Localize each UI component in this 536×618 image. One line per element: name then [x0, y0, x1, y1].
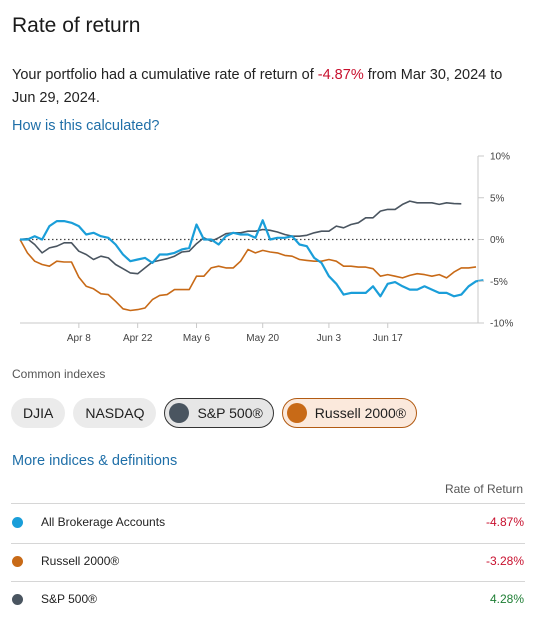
- accounts-series-line: [20, 219, 484, 298]
- russell-legend-dot: [12, 555, 23, 567]
- y-tick-label: 5%: [490, 193, 505, 204]
- x-tick-label: May 6: [183, 333, 211, 344]
- x-tick-label: Apr 22: [123, 333, 153, 344]
- page-title: Rate of return: [12, 14, 141, 37]
- how-calculated-link[interactable]: How is this calculated?: [12, 118, 160, 134]
- russell-color-dot: [286, 403, 307, 423]
- x-tick-label: Apr 8: [67, 333, 91, 344]
- summary-prefix: Your portfolio had a cumulative rate of …: [12, 67, 318, 83]
- chip-label: Russell 2000®: [314, 405, 407, 421]
- cumulative-return-value: -4.87%: [317, 67, 364, 83]
- divider: [11, 503, 525, 504]
- row-label: S&P 500®: [41, 592, 97, 606]
- sp500-series-line: [19, 200, 462, 275]
- table-row: Russell 2000® -3.28%: [12, 551, 524, 571]
- chip-sp500[interactable]: S&P 500®: [164, 398, 274, 428]
- row-value: -3.28%: [485, 554, 524, 568]
- divider: [11, 543, 525, 544]
- more-indices-link[interactable]: More indices & definitions: [12, 453, 178, 469]
- row-value: -4.87%: [485, 515, 524, 529]
- rate-of-return-chart: 10% 5% 0% -5% -10% Apr 8 Apr 22 May 6 May 20 Jun…: [19, 152, 513, 344]
- sp500-legend-dot: [12, 593, 23, 605]
- return-summary: Your portfolio had a cumulative rate of …: [12, 64, 528, 110]
- table-row: S&P 500® 4.28%: [12, 589, 524, 609]
- chip-label: NASDAQ: [85, 405, 145, 421]
- chip-nasdaq[interactable]: NASDAQ: [73, 398, 157, 428]
- x-tick-label: May 20: [246, 333, 279, 344]
- row-value: 4.28%: [489, 592, 524, 606]
- divider: [11, 581, 525, 582]
- x-tick-label: Jun 3: [317, 333, 342, 344]
- y-tick-label: 0%: [490, 235, 505, 246]
- russell-series-line: [19, 239, 477, 312]
- chip-russell2000[interactable]: Russell 2000®: [281, 398, 418, 428]
- rate-of-return-column-header: Rate of Return: [444, 482, 523, 496]
- chip-label: S&P 500®: [197, 405, 263, 421]
- y-tick-label: -5%: [490, 277, 508, 288]
- sp500-color-dot: [169, 403, 190, 423]
- x-tick-label: Jun 17: [373, 333, 403, 344]
- y-tick-label: -10%: [490, 319, 513, 330]
- index-chips: DJIA NASDAQ S&P 500® Russell 2000®: [11, 398, 418, 428]
- y-tick-label: 10%: [490, 152, 510, 163]
- chip-djia[interactable]: DJIA: [11, 398, 66, 428]
- summary-suffix: from Mar 30, 2024 to Jun 29, 2024.: [12, 67, 503, 106]
- table-row: All Brokerage Accounts -4.87%: [12, 512, 524, 532]
- accounts-legend-dot: [12, 516, 23, 528]
- common-indexes-heading: Common indexes: [12, 367, 106, 381]
- row-label: All Brokerage Accounts: [41, 515, 166, 529]
- row-label: Russell 2000®: [41, 554, 120, 568]
- chip-label: DJIA: [23, 405, 54, 421]
